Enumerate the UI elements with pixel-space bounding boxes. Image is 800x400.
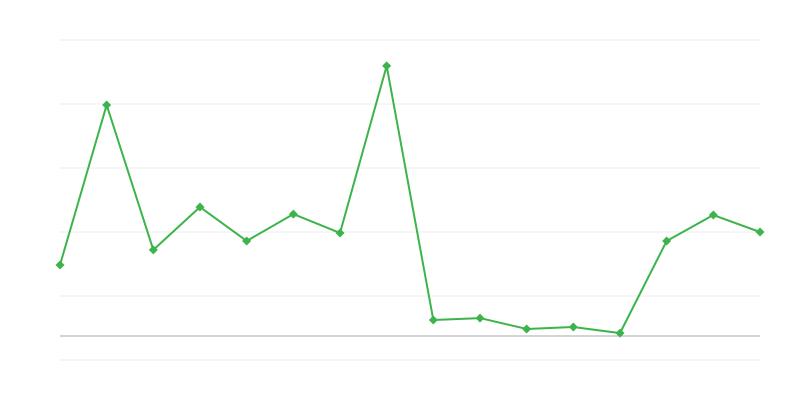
data-point <box>148 245 158 255</box>
data-point <box>708 210 718 220</box>
data-point <box>382 61 392 71</box>
gridlines <box>60 39 760 361</box>
data-point <box>662 236 672 246</box>
data-point <box>288 209 298 219</box>
series <box>55 61 765 338</box>
data-point <box>755 227 765 237</box>
data-point <box>475 313 485 323</box>
data-point <box>615 328 625 338</box>
data-point <box>102 100 112 110</box>
data-point <box>195 202 205 212</box>
data-point <box>428 315 438 325</box>
data-point <box>335 228 345 238</box>
series-line <box>59 64 761 335</box>
data-point <box>55 260 65 270</box>
data-point <box>242 236 252 246</box>
data-point <box>568 322 578 332</box>
data-point <box>522 324 532 334</box>
